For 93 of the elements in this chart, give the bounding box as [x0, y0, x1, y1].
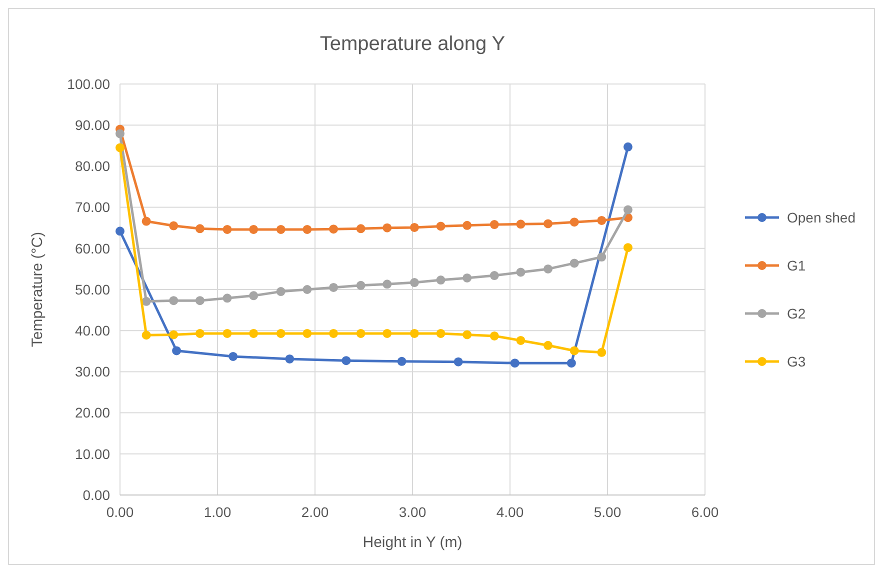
point [142, 216, 151, 226]
y-tick-label: 40.00 [74, 322, 110, 338]
point [597, 252, 606, 262]
x-tick-label: 0.00 [106, 504, 134, 520]
point [169, 221, 178, 230]
point [195, 328, 204, 338]
x-tick-label: 5.00 [594, 504, 622, 520]
point [397, 356, 406, 366]
point [302, 224, 312, 234]
point [285, 354, 294, 364]
point [276, 224, 286, 234]
point [597, 348, 606, 357]
x-tick-label: 4.00 [496, 504, 524, 520]
y-tick-label: 0.00 [82, 486, 110, 503]
point [228, 352, 238, 361]
y-tick-label: 70.00 [74, 199, 110, 216]
point [249, 224, 258, 234]
y-tick-label: 50.00 [74, 281, 110, 298]
point [510, 358, 520, 368]
point [222, 328, 232, 338]
point [490, 220, 499, 230]
point [222, 224, 232, 234]
point [222, 294, 232, 303]
point [276, 328, 286, 338]
point [382, 328, 392, 338]
point [436, 328, 446, 338]
point [329, 224, 338, 234]
legend-label: Open shed [787, 209, 856, 226]
point [302, 328, 312, 338]
point [142, 330, 151, 340]
point [195, 224, 204, 234]
point [570, 346, 579, 356]
y-tick-label: 80.00 [74, 158, 110, 174]
x-tick-label: 2.00 [301, 504, 329, 520]
point [342, 356, 351, 366]
y-tick-label: 10.00 [74, 446, 110, 462]
x-tick-label: 1.00 [204, 504, 232, 520]
point [356, 224, 366, 234]
point [329, 282, 338, 292]
point [516, 336, 526, 345]
point [142, 296, 151, 306]
point [302, 285, 312, 294]
point [329, 328, 338, 338]
x-axis-title: Height in Y (m) [362, 534, 462, 551]
point [356, 328, 366, 338]
point [490, 331, 499, 340]
y-tick-label: 100.00 [67, 76, 110, 92]
point [436, 222, 446, 231]
point [623, 205, 632, 214]
point [249, 328, 258, 338]
point [544, 264, 553, 274]
point [462, 330, 472, 340]
point [570, 218, 579, 227]
point [116, 226, 124, 236]
point [566, 358, 576, 368]
point [382, 223, 392, 232]
chart-title: Temperature along Y [320, 33, 506, 55]
point [195, 296, 204, 306]
point [169, 296, 178, 306]
y-tick-label: 90.00 [74, 117, 110, 133]
point [382, 280, 392, 289]
point [436, 276, 446, 285]
y-tick-label: 30.00 [74, 364, 110, 380]
point [116, 129, 124, 138]
point [570, 258, 579, 268]
point [544, 219, 553, 228]
point [454, 357, 463, 366]
point [356, 280, 366, 290]
point [276, 287, 286, 296]
y-tick-label: 60.00 [74, 240, 110, 256]
y-tick-label: 20.00 [74, 404, 110, 421]
point [172, 346, 182, 356]
point [410, 328, 419, 338]
point [116, 143, 124, 152]
point [623, 142, 632, 152]
x-tick-label: 3.00 [398, 504, 426, 520]
point [410, 278, 419, 288]
legend-label: G2 [787, 305, 806, 322]
point [597, 216, 606, 225]
x-tick-label: 6.00 [691, 504, 719, 520]
legend-label: G1 [787, 257, 806, 274]
legend-label: G3 [787, 353, 806, 370]
point [169, 330, 178, 340]
point [516, 220, 526, 229]
point [490, 271, 499, 280]
point [410, 222, 419, 232]
point [462, 273, 472, 282]
point [462, 220, 472, 230]
point [516, 268, 526, 277]
y-axis-title: Temperature (°C) [29, 232, 46, 348]
point [623, 243, 632, 252]
point [544, 340, 553, 350]
point [249, 291, 258, 300]
